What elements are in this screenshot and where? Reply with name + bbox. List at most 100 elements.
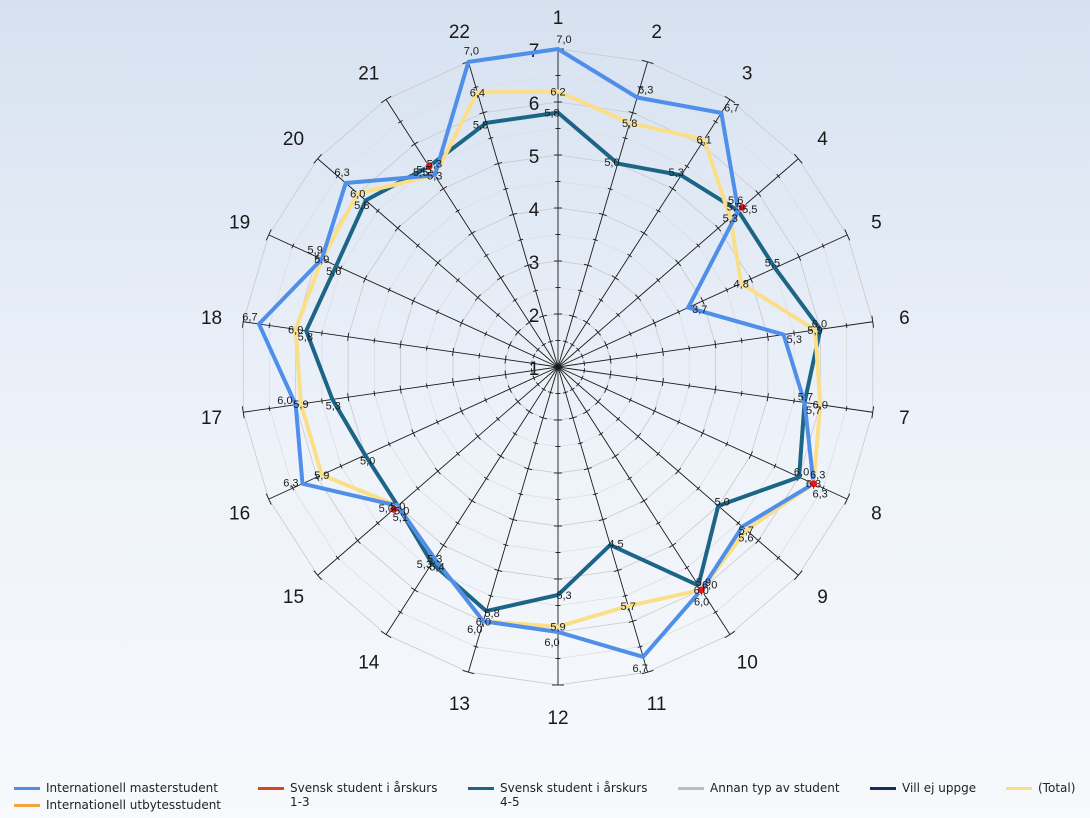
radial-tick-label: 5 (529, 147, 540, 168)
axis-tick (412, 297, 415, 304)
data-label: 5,3 (787, 334, 802, 346)
category-label: 13 (449, 694, 470, 715)
data-label: 5,6 (326, 266, 341, 278)
data-label: 5,9 (293, 399, 308, 411)
axis-tick (381, 631, 391, 637)
legend-swatch (870, 787, 896, 790)
axis-tick (469, 231, 476, 235)
data-label: 5,9 (314, 254, 329, 266)
data-label: 5,0 (360, 456, 375, 468)
data-label: 3,7 (692, 304, 707, 316)
axis-tick (612, 276, 619, 280)
axis-tick (456, 210, 460, 213)
axis-tick (508, 341, 511, 348)
axis-tick (460, 319, 463, 326)
axis-tick (513, 433, 517, 436)
data-label: 5,3 (427, 554, 442, 566)
legend-label: Vill ej uppge (902, 781, 976, 795)
axis-tick (797, 253, 800, 260)
category-label: 8 (871, 503, 882, 524)
axis-tick (484, 477, 488, 480)
data-label: 5,5 (765, 257, 780, 269)
data-label: 6,0 (813, 400, 828, 412)
axis-tick (484, 254, 488, 257)
legend-item-internationell-utbytesstudent: Internationell utbytesstudent (14, 798, 221, 812)
legend-item-total: (Total) (1006, 781, 1075, 795)
axis-tick (583, 409, 590, 413)
category-label: 18 (201, 308, 222, 329)
axis-tick (456, 522, 460, 525)
data-label: 6,7 (633, 663, 648, 675)
axis-tick (599, 433, 603, 436)
legend-label: Internationell masterstudent (46, 781, 218, 795)
data-label: 5,7 (739, 525, 754, 537)
data-label: 5,0 (604, 157, 619, 169)
category-label: 1 (553, 8, 564, 29)
data-label: 5,0 (714, 496, 729, 508)
legend-swatch (258, 787, 284, 790)
chart-legend: Internationell masterstudent Internation… (0, 778, 1090, 818)
data-label: 6,0 (702, 580, 717, 592)
axis-tick (363, 275, 366, 282)
axis-tick (653, 407, 656, 414)
legend-swatch (468, 787, 494, 790)
axis-tick (641, 499, 648, 503)
category-label: 6 (899, 308, 910, 329)
category-label: 12 (547, 708, 568, 729)
axis-tick (599, 299, 603, 302)
axis-tick (440, 186, 447, 190)
axis-tick (412, 429, 415, 436)
axis-tick (542, 388, 546, 391)
category-label: 15 (283, 587, 304, 608)
data-label: 5,9 (550, 622, 565, 634)
axis-tick (656, 210, 660, 213)
data-label: 5,3 (556, 590, 571, 602)
data-label: 4,5 (608, 538, 623, 550)
data-label: 6,7 (242, 312, 257, 324)
legend-item-svensk-student-4-5: Svensk student i årskurs 4-5 (468, 781, 647, 809)
category-label: 10 (737, 652, 758, 673)
data-label: 6,0 (350, 188, 365, 200)
legend-item-svensk-student-1-3: Svensk student i årskurs 1-3 (258, 781, 437, 809)
axis-tick (845, 494, 850, 505)
category-label: 17 (201, 408, 222, 429)
radar-chart: 1234567891011121314151617181920212212345… (0, 0, 1090, 775)
axis-tick (845, 229, 850, 240)
axis-tick (411, 588, 418, 592)
data-label: 5,6 (728, 195, 743, 207)
axis-tick (713, 611, 717, 614)
axis-tick (381, 96, 391, 102)
data-label: 7,0 (556, 34, 571, 46)
data-label: 6,3 (638, 85, 653, 97)
axis-tick (398, 611, 402, 614)
radial-tick-label: 6 (529, 94, 540, 115)
legend-label: Internationell utbytesstudent (46, 798, 221, 812)
data-label: 6,4 (470, 87, 485, 99)
category-label: 2 (651, 22, 662, 43)
category-label: 5 (871, 213, 882, 234)
data-label: 5,1 (393, 512, 408, 524)
data-label: 5,7 (621, 601, 636, 613)
category-label: 19 (229, 213, 250, 234)
legend-swatch (678, 787, 704, 790)
data-label: 6,3 (334, 167, 349, 179)
axis-tick (266, 229, 271, 240)
category-label: 16 (229, 503, 250, 524)
axis-tick (628, 254, 632, 257)
radial-tick-label: 2 (529, 306, 540, 327)
category-label: 3 (742, 64, 753, 85)
data-label: 5,3 (427, 170, 442, 182)
axis-tick (685, 165, 689, 168)
radial-tick-label: 1 (529, 359, 540, 380)
legend-item-vill-ej-uppge: Vill ej uppge (870, 781, 976, 795)
axis-tick (749, 275, 752, 282)
axis-tick (669, 543, 676, 547)
axis-tick (526, 409, 533, 413)
axis-tick (542, 343, 546, 346)
legend-swatch (14, 787, 40, 790)
data-label: 5,8 (622, 118, 637, 130)
legend-swatch (14, 804, 40, 807)
axis-tick (314, 154, 322, 163)
axis-tick (794, 571, 802, 580)
category-label: 11 (647, 694, 667, 715)
